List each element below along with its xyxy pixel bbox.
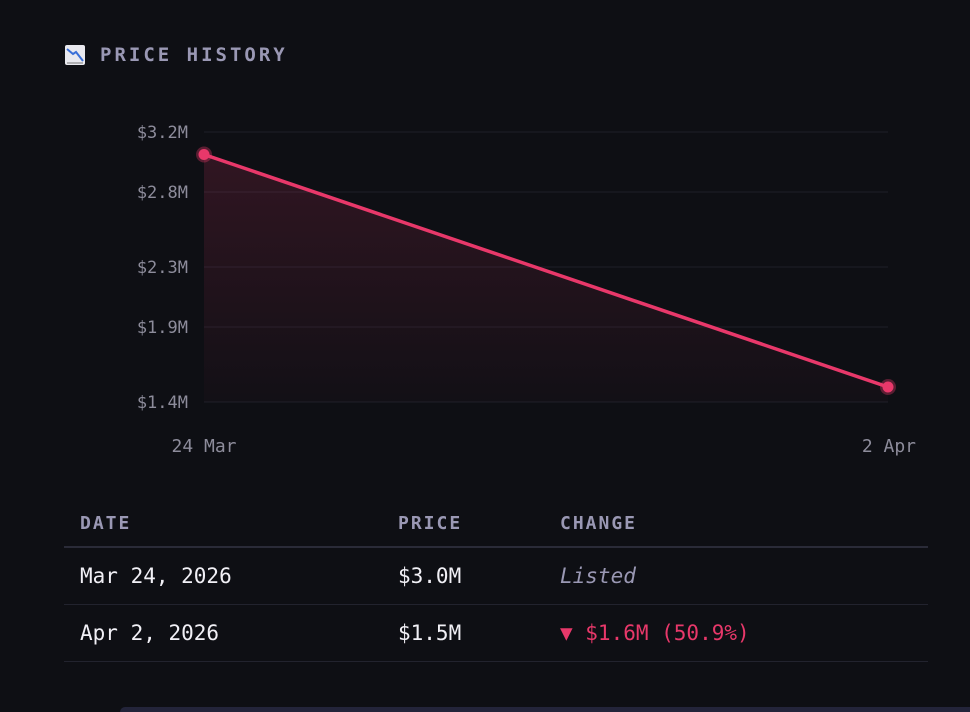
chart-decreasing-icon [65,45,85,65]
y-tick-label: $1.9M [137,318,188,338]
y-tick-label: $3.2M [137,123,188,143]
section-title: PRICE HISTORY [100,44,288,66]
price-area-fill [204,154,888,402]
data-point[interactable] [882,381,894,393]
column-header-date: DATE [80,512,132,534]
bottom-edge-bar [120,707,970,712]
row-date: Mar 24, 2026 [80,564,232,588]
row-change: ▼ $1.6M (50.9%) [560,621,750,645]
row-change: Listed [560,564,636,588]
x-tick-label: 2 Apr [862,436,916,457]
table-row: Mar 24, 2026 $3.0M Listed [64,548,928,605]
y-tick-label: $2.3M [137,258,188,278]
table-header-row: DATE PRICE CHANGE [64,500,928,548]
section-header: PRICE HISTORY [64,44,288,66]
y-tick-label: $1.4M [137,393,188,413]
data-point[interactable] [198,149,210,160]
y-tick-label: $2.8M [137,183,188,203]
table-row: Apr 2, 2026 $1.5M ▼ $1.6M (50.9%) [64,605,928,662]
row-date: Apr 2, 2026 [80,621,220,645]
price-series-line [202,152,890,389]
row-price: $3.0M [398,564,462,588]
row-price: $1.5M [398,621,462,645]
column-header-change: CHANGE [560,512,638,534]
price-line-chart: $3.2M $2.8M $2.3M $1.9M $1.4M 24 Mar 2 Apr [137,123,916,457]
x-tick-label: 24 Mar [171,436,236,457]
column-header-price: PRICE [398,512,463,534]
price-history-table: DATE PRICE CHANGE Mar 24, 2026 $3.0M Lis… [64,500,928,662]
